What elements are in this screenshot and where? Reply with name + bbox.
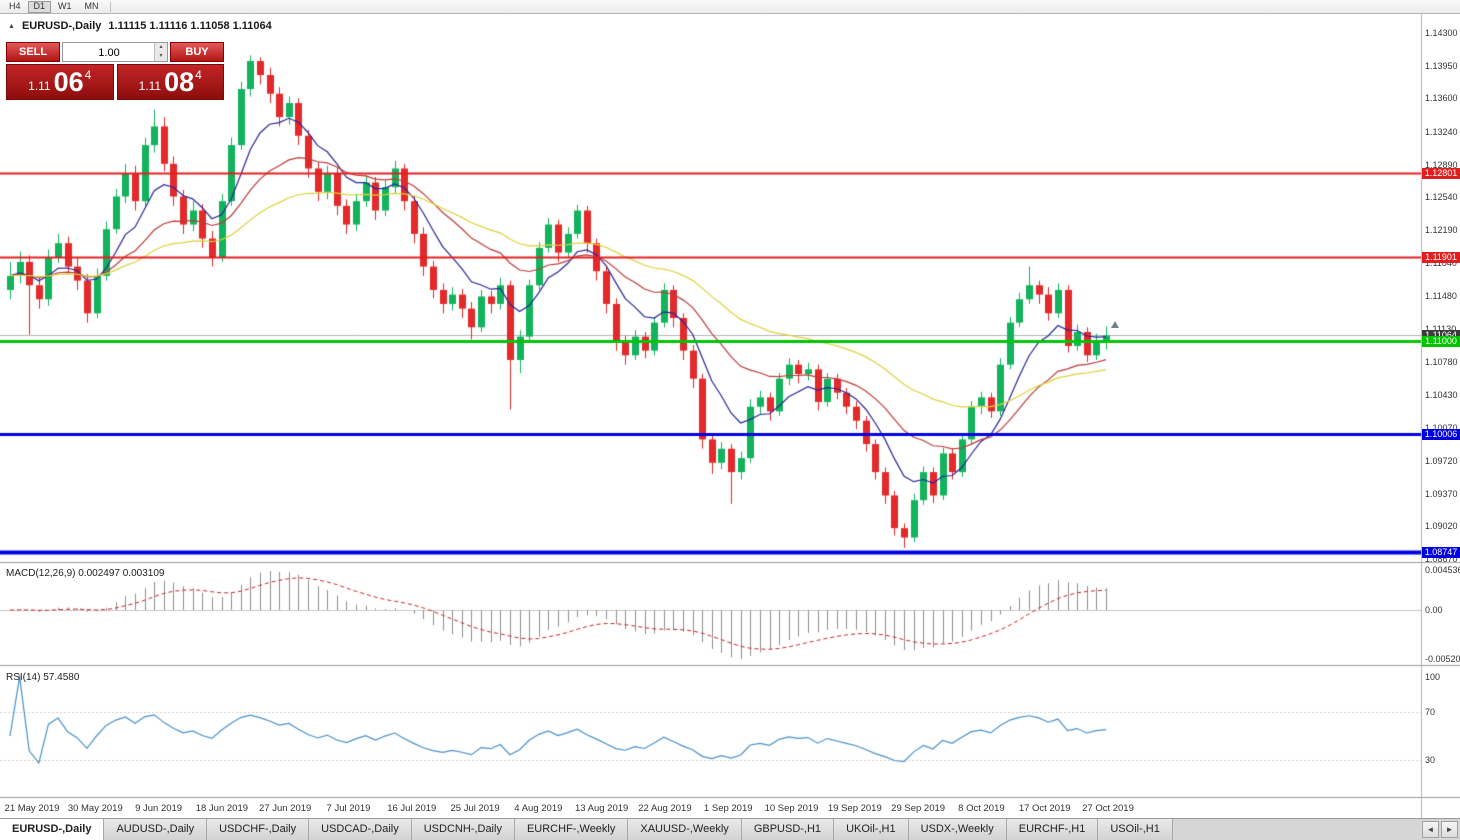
chart-tab-bar: EURUSD-,Daily AUDUSD-,Daily USDCHF-,Daily U… bbox=[0, 818, 1460, 840]
date-axis-tick: 10 Sep 2019 bbox=[764, 803, 819, 814]
macd-label: MACD(12,26,9) 0.002497 0.003109 bbox=[6, 568, 165, 579]
price-axis-tick: 1.08670 bbox=[1425, 554, 1458, 564]
chart-tab-eurchf-weekly[interactable]: EURCHF-,Weekly bbox=[514, 819, 629, 840]
date-axis-tick: 8 Oct 2019 bbox=[958, 803, 1005, 814]
date-axis-tick: 13 Aug 2019 bbox=[574, 803, 629, 814]
sell-price-prefix: 1.11 bbox=[28, 79, 51, 93]
date-axis-tick: 17 Oct 2019 bbox=[1018, 803, 1071, 814]
trade-controls-row: SELL ▴ ▾ BUY bbox=[6, 42, 224, 62]
timeframe-button-h4[interactable]: H4 bbox=[3, 1, 27, 13]
chart-canvas[interactable] bbox=[0, 14, 1460, 818]
chart-tab-eurchf-h1[interactable]: EURCHF-,H1 bbox=[1006, 819, 1099, 840]
timeframe-button-w1[interactable]: W1 bbox=[52, 1, 78, 13]
price-axis-tick: 1.09370 bbox=[1425, 488, 1458, 499]
chart-tab-ukoil-h1[interactable]: UKOil-,H1 bbox=[834, 819, 909, 840]
date-axis-tick: 19 Sep 2019 bbox=[827, 803, 882, 814]
price-axis-tick: 1.14300 bbox=[1425, 28, 1458, 38]
hline-price-tag: 1.08747 bbox=[1422, 546, 1460, 558]
price-axis-tick: 1.11130 bbox=[1425, 324, 1457, 335]
toolbar-separator bbox=[109, 1, 111, 12]
hline-price-tag: 1.12801 bbox=[1422, 168, 1460, 180]
buy-price-sup: 4 bbox=[195, 68, 202, 82]
date-axis-tick: 22 Aug 2019 bbox=[638, 803, 692, 814]
price-axis-tick: 1.09020 bbox=[1425, 521, 1458, 532]
price-axis-tick: 1.10780 bbox=[1425, 356, 1458, 367]
chart-tab-usdchf-daily[interactable]: USDCHF-,Daily bbox=[207, 819, 310, 840]
volume-spinner: ▴ ▾ bbox=[154, 43, 167, 61]
timeframe-button-mn[interactable]: MN bbox=[79, 1, 105, 13]
hline-price-tag: 1.10006 bbox=[1422, 429, 1460, 441]
price-arrow-icon bbox=[1111, 321, 1119, 329]
price-axis-tick: 1.13950 bbox=[1425, 60, 1458, 71]
chart-tabs: EURUSD-,Daily AUDUSD-,Daily USDCHF-,Daily U… bbox=[0, 819, 1173, 840]
date-axis-tick: 25 Jul 2019 bbox=[450, 803, 500, 814]
chart-tab-usdx-weekly[interactable]: USDX-,Weekly bbox=[908, 819, 1007, 840]
rsi-axis-100: 100 bbox=[1425, 672, 1441, 682]
date-axis-tick: 29 Sep 2019 bbox=[891, 803, 946, 814]
date-axis-tick: 18 Jun 2019 bbox=[195, 803, 249, 814]
timeframe-toolbar: H4 D1 W1 MN bbox=[0, 0, 1460, 14]
chart-tab-usdcnh-daily[interactable]: USDCNH-,Daily bbox=[411, 819, 515, 840]
rsi-axis-30: 30 bbox=[1425, 754, 1436, 765]
trade-prices-row: 1.11 06 4 1.11 08 4 bbox=[6, 64, 224, 100]
date-axis-tick: 9 Jun 2019 bbox=[135, 803, 183, 814]
macd-axis-max: 0.004536 bbox=[1425, 565, 1460, 575]
date-axis-tick: 27 Oct 2019 bbox=[1082, 803, 1134, 814]
sell-price-sup: 4 bbox=[84, 68, 92, 82]
buy-button[interactable]: BUY bbox=[170, 42, 224, 62]
date-axis-tick: 21 May 2019 bbox=[4, 803, 60, 814]
symbol-triangle-icon: ▲ bbox=[8, 22, 15, 30]
chart-tab-audusd-daily[interactable]: AUDUSD-,Daily bbox=[104, 819, 208, 840]
rsi-axis-70: 70 bbox=[1425, 707, 1436, 718]
price-axis-tick: 1.12190 bbox=[1425, 225, 1458, 236]
buy-price-box[interactable]: 1.11 08 4 bbox=[116, 64, 224, 100]
sell-button[interactable]: SELL bbox=[6, 42, 60, 62]
price-axis-tick: 1.11480 bbox=[1425, 291, 1457, 302]
date-axis-tick: 1 Sep 2019 bbox=[703, 803, 753, 814]
chart-tab-usdcad-daily[interactable]: USDCAD-,Daily bbox=[309, 819, 412, 840]
date-axis-tick: 30 May 2019 bbox=[67, 803, 123, 814]
macd-axis-zero: 0.00 bbox=[1425, 605, 1443, 616]
buy-price-prefix: 1.11 bbox=[138, 79, 162, 93]
chart-tab-usoil-h1[interactable]: USOil-,H1 bbox=[1098, 819, 1173, 840]
bid-price-tag: 1.11064 bbox=[1422, 330, 1460, 342]
price-axis-tick: 1.13240 bbox=[1425, 127, 1458, 138]
rsi-label: RSI(14) 57.4580 bbox=[6, 672, 80, 683]
date-axis-tick: 7 Jul 2019 bbox=[326, 803, 371, 814]
sell-price-box[interactable]: 1.11 06 4 bbox=[6, 64, 114, 100]
volume-up-button[interactable]: ▴ bbox=[155, 43, 167, 52]
price-axis-tick: 1.10430 bbox=[1425, 389, 1458, 400]
symbol-label: EURUSD-,Daily bbox=[21, 20, 102, 32]
chart-tab-xauusd-weekly[interactable]: XAUUSD-,Weekly bbox=[628, 819, 742, 840]
date-axis-tick: 27 Jun 2019 bbox=[259, 803, 312, 814]
price-axis-tick: 1.13600 bbox=[1425, 93, 1458, 104]
chart-tab-eurusd-daily[interactable]: EURUSD-,Daily bbox=[0, 819, 105, 840]
timeframe-button-d1[interactable]: D1 bbox=[27, 0, 52, 13]
tab-scroll-arrows: ◄ ► bbox=[1422, 821, 1458, 838]
volume-down-button[interactable]: ▾ bbox=[155, 52, 167, 61]
hline-price-tag: 1.11901 bbox=[1422, 252, 1460, 264]
price-axis-tick: 1.09720 bbox=[1425, 455, 1458, 466]
tabs-scroll-right-button[interactable]: ► bbox=[1441, 821, 1458, 838]
date-axis-tick: 4 Aug 2019 bbox=[514, 803, 563, 814]
volume-input[interactable] bbox=[63, 44, 167, 62]
volume-field: ▴ ▾ bbox=[62, 42, 168, 62]
date-axis-tick: 16 Jul 2019 bbox=[387, 803, 437, 814]
price-axis-tick: 1.12540 bbox=[1425, 192, 1458, 203]
one-click-trading-panel: SELL ▴ ▾ BUY 1.11 06 4 1.11 bbox=[6, 42, 224, 100]
sell-price-big: 06 bbox=[53, 67, 84, 97]
chart-window: ▲ EURUSD-,Daily 1.11115 1.11116 1.11058 … bbox=[0, 14, 1460, 818]
chart-tab-gbpusd-h1[interactable]: GBPUSD-,H1 bbox=[741, 819, 835, 840]
price-axis-tick: 1.12890 bbox=[1425, 159, 1458, 170]
chart-title: ▲ EURUSD-,Daily 1.11115 1.11116 1.11058 … bbox=[8, 20, 272, 32]
tabs-scroll-left-button[interactable]: ◄ bbox=[1422, 821, 1439, 838]
buy-price-big: 08 bbox=[164, 67, 195, 97]
hline-price-tag: 1.11000 bbox=[1422, 336, 1460, 348]
ohlc-values: 1.11115 1.11116 1.11058 1.11064 bbox=[108, 20, 272, 32]
macd-axis-min: -0.005205 bbox=[1425, 654, 1460, 664]
